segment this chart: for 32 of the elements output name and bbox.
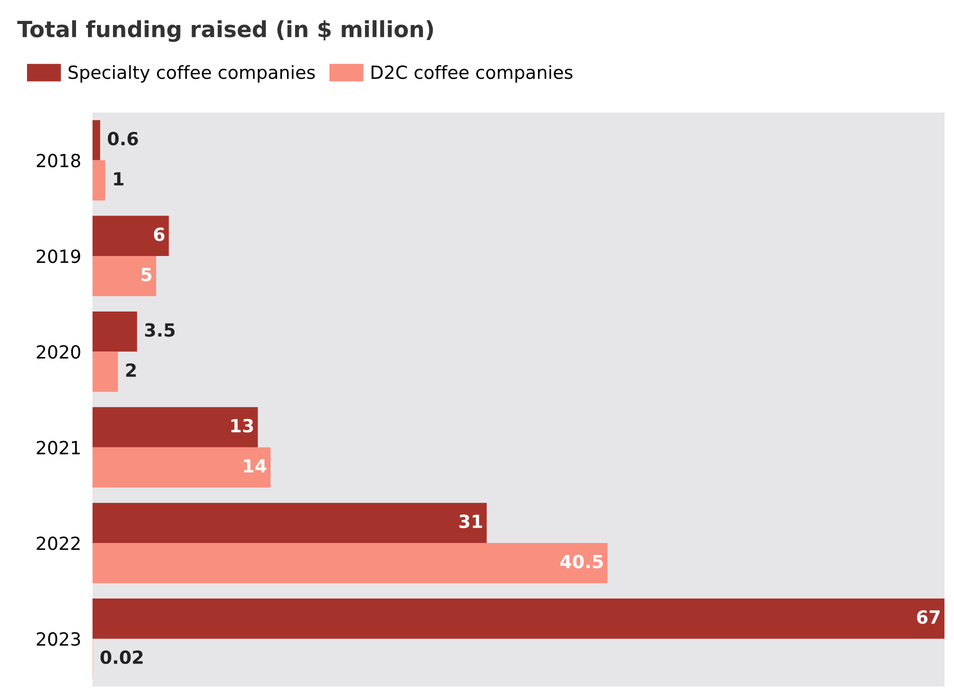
data-label: 3.5 [145,323,175,337]
data-label: 0.6 [108,132,138,146]
data-label: 6 [154,227,164,242]
bar [92,447,271,488]
legend-label: Specialty coffee companies [68,65,315,83]
data-label: 31 [459,514,482,528]
bar [92,311,138,352]
chart-title: Total funding raised (in $ million) [17,20,433,42]
y-tick-label: 2022 [36,536,80,550]
bar [92,120,100,160]
data-label: 13 [231,418,253,432]
bar [92,216,169,256]
data-label: 2 [126,363,136,377]
y-tick-label: 2020 [36,345,80,359]
data-label: 5 [142,268,152,282]
bar [92,256,156,296]
y-tick-label: 2021 [36,440,80,454]
bar [92,352,118,392]
data-label: 40.5 [560,554,603,568]
legend-label: D2C coffee companies [372,65,572,83]
bar [92,543,608,584]
y-tick-label: 2019 [36,249,80,264]
bar [92,598,944,639]
bar [92,160,106,200]
y-tick-label: 2018 [36,154,80,168]
data-label: 1 [114,172,124,186]
y-tick-label: 2023 [36,632,80,646]
data-label: 14 [244,459,266,472]
data-label: 0.02 [100,650,143,664]
bar [92,407,258,448]
bar [92,502,487,544]
data-label: 67 [917,610,940,624]
